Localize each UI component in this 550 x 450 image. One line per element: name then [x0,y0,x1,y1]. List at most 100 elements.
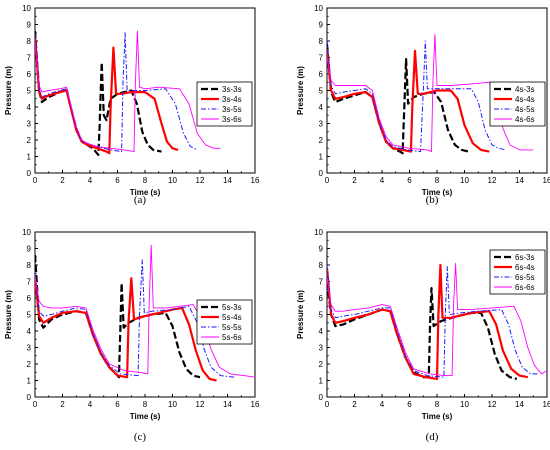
y-tick-label: 3 [27,344,32,353]
x-tick-label: 2 [352,176,357,185]
series-line-6s-4s [327,263,529,380]
x-tick-label: 4 [380,176,385,185]
series-line-4s-5s [327,39,506,153]
legend-label-5s-3s: 5s-3s [222,303,242,312]
x-tick-label: 2 [352,400,357,409]
y-tick-label: 3 [27,120,32,129]
series-line-6s-3s [327,281,518,380]
x-tick-label: 6 [407,176,412,185]
x-tick-label: 8 [435,400,440,409]
panel-caption: (a) [134,194,147,206]
x-tick-label: 16 [251,400,260,409]
legend-label-5s-4s: 5s-4s [222,313,242,322]
y-tick-label: 6 [319,70,324,79]
y-tick-label: 7 [319,278,324,287]
y-tick-label: 0 [319,393,324,402]
x-tick-label: 16 [251,176,260,185]
legend-label-5s-6s: 5s-6s [222,333,242,342]
legend-label-3s-6s: 3s-6s [222,115,242,124]
legend-label-4s-4s: 4s-4s [515,95,535,104]
legend-label-4s-3s: 4s-3s [515,85,535,94]
legend-label-6s-3s: 6s-3s [515,253,535,262]
y-tick-label: 10 [22,4,31,13]
y-tick-label: 7 [27,278,32,287]
y-tick-label: 7 [319,54,324,63]
x-tick-label: 10 [168,176,177,185]
x-axis-title: Time (s) [130,188,161,197]
x-tick-label: 0 [325,400,330,409]
series-line-3s-5s [35,32,198,153]
series-line-5s-3s [35,255,201,379]
legend-label-6s-5s: 6s-5s [515,273,535,282]
panel-caption: (c) [134,431,147,443]
x-axis-title: Time (s) [422,188,453,197]
y-tick-label: 1 [27,377,32,386]
y-tick-label: 4 [319,327,324,336]
x-tick-label: 0 [33,400,38,409]
x-tick-label: 16 [543,176,550,185]
x-tick-label: 6 [407,400,412,409]
x-tick-label: 12 [196,176,205,185]
plot-area [327,262,547,380]
x-tick-label: 12 [196,400,205,409]
y-tick-label: 1 [27,153,32,162]
x-tick-label: 6 [115,400,120,409]
y-tick-label: 8 [319,37,324,46]
legend-label-6s-4s: 6s-4s [515,263,535,272]
x-tick-label: 4 [88,176,93,185]
x-tick-label: 10 [460,400,469,409]
y-tick-label: 9 [27,21,32,30]
x-tick-label: 6 [115,176,120,185]
series-line-6s-5s [327,264,539,378]
y-tick-label: 8 [27,261,32,270]
legend-label-5s-5s: 5s-5s [222,323,242,332]
x-tick-label: 8 [143,176,148,185]
legend-label-3s-5s: 3s-5s [222,105,242,114]
y-tick-label: 2 [27,136,32,145]
y-tick-label: 4 [27,327,32,336]
y-tick-label: 6 [27,70,32,79]
y-tick-label: 10 [314,228,323,237]
y-tick-label: 2 [319,360,324,369]
y-tick-label: 4 [319,103,324,112]
y-tick-label: 10 [314,4,323,13]
panel-caption: (d) [426,431,439,443]
x-tick-label: 14 [223,400,232,409]
y-tick-label: 3 [319,120,324,129]
y-tick-label: 5 [27,311,32,320]
x-tick-label: 14 [515,400,524,409]
series-line-4s-3s [327,44,469,155]
legend-label-3s-4s: 3s-4s [222,95,242,104]
x-tick-label: 12 [488,176,497,185]
x-tick-label: 8 [143,400,148,409]
y-tick-label: 1 [319,377,324,386]
series-line-3s-6s [35,30,221,153]
x-tick-label: 2 [60,400,65,409]
x-axis-title: Time (s) [130,412,161,421]
x-axis-title: Time (s) [422,412,453,421]
series-line-3s-4s [35,35,179,155]
y-tick-label: 9 [319,21,324,30]
x-tick-label: 0 [33,176,38,185]
x-tick-label: 12 [488,400,497,409]
y-tick-label: 0 [27,169,32,178]
x-tick-label: 16 [543,400,550,409]
y-tick-label: 6 [319,294,324,303]
x-tick-label: 8 [435,176,440,185]
y-tick-label: 6 [27,294,32,303]
x-tick-label: 14 [515,176,524,185]
y-tick-label: 10 [22,228,31,237]
y-tick-label: 2 [27,360,32,369]
y-axis-title: Pressure (m) [4,66,13,115]
y-tick-label: 1 [319,153,324,162]
legend-label-6s-6s: 6s-6s [515,283,535,292]
x-tick-label: 10 [168,400,177,409]
x-tick-label: 4 [380,400,385,409]
